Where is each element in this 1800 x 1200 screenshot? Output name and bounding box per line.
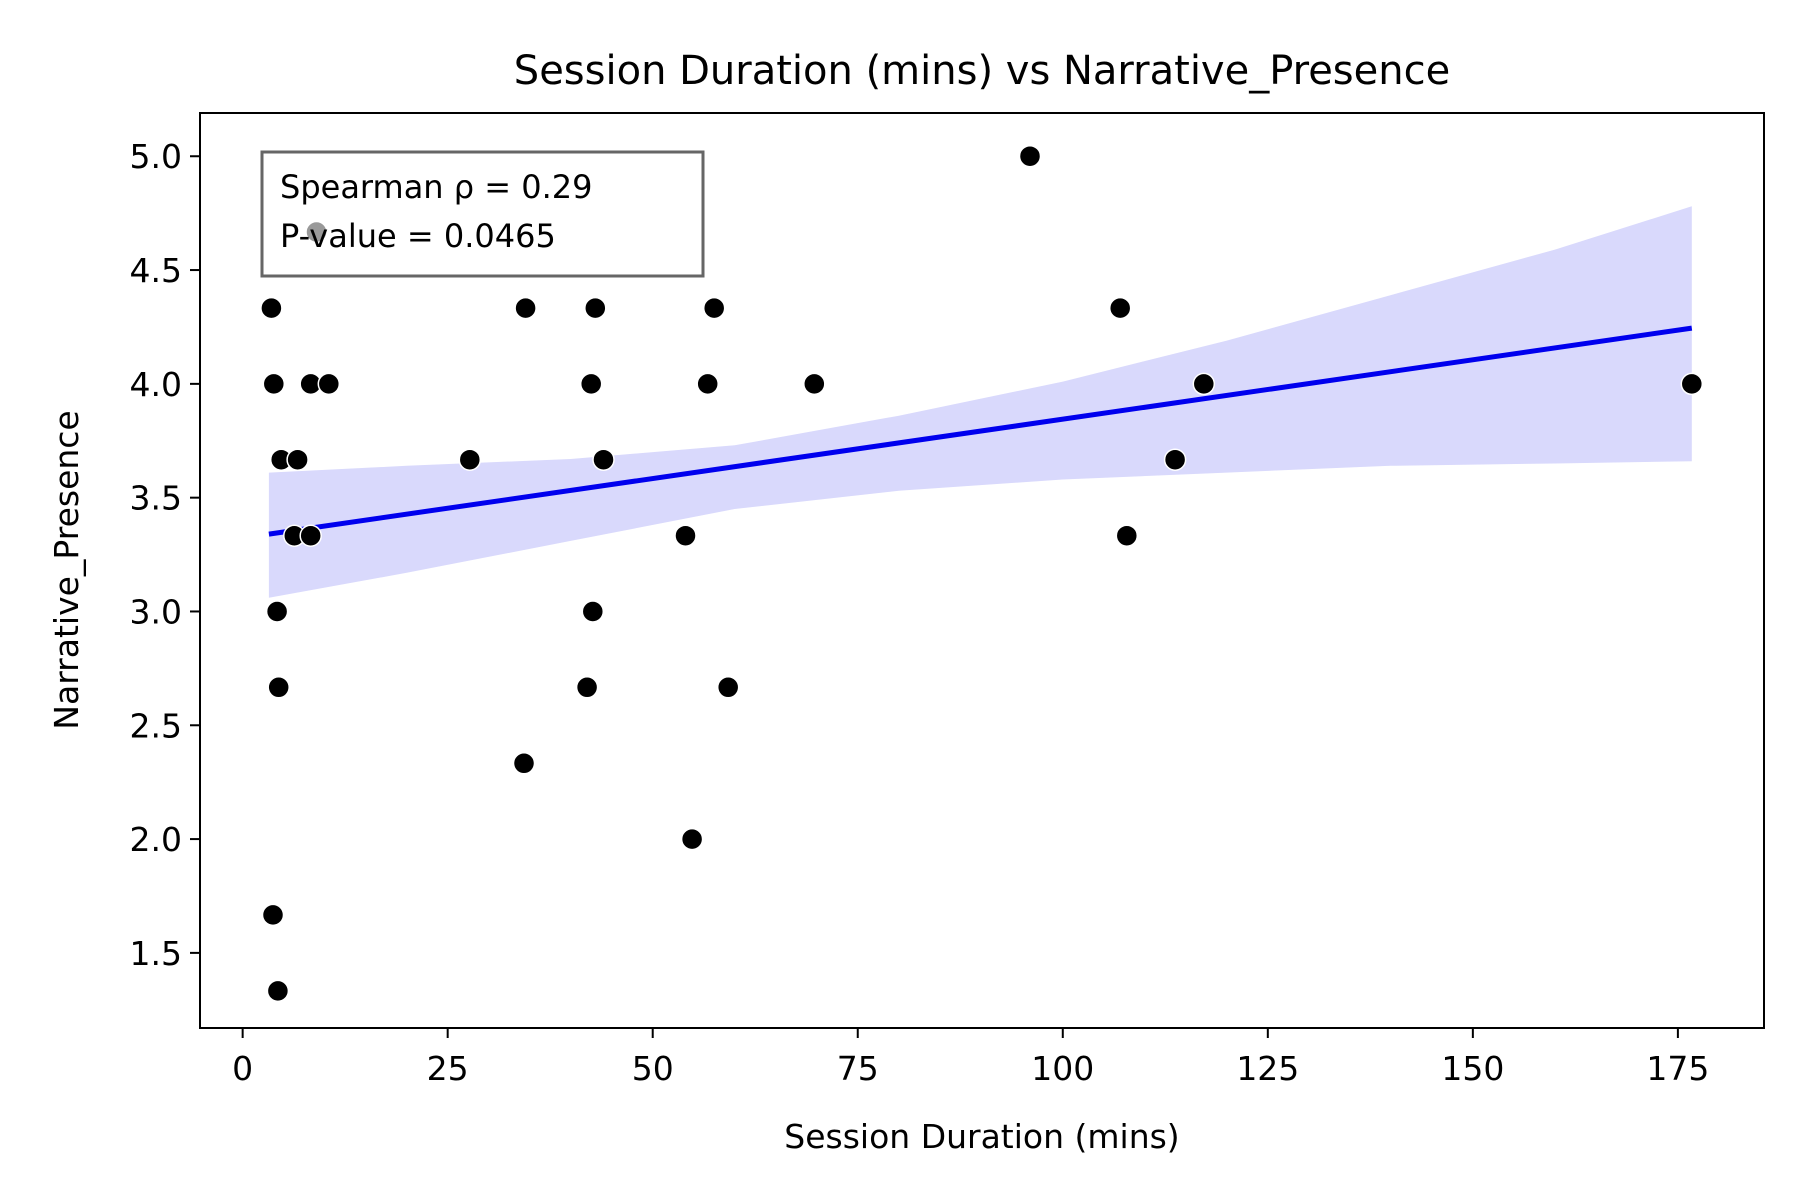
x-axis-ticks: 0 25 50 75 100 125 150 175 xyxy=(232,1028,1709,1088)
y-tick-label: 2.5 xyxy=(130,706,182,745)
regression-line-layer xyxy=(268,325,1693,537)
annotation-pvalue: P-value = 0.0465 xyxy=(280,217,556,255)
y-tick-label: 3.5 xyxy=(130,479,182,518)
data-point xyxy=(716,676,740,699)
data-point xyxy=(803,372,826,396)
data-point xyxy=(299,524,322,547)
annotation-spearman: Spearman ρ = 0.29 xyxy=(280,168,592,206)
data-point xyxy=(514,296,537,320)
data-point xyxy=(267,676,290,699)
confidence-band-layer xyxy=(268,206,1692,598)
data-points-layer xyxy=(260,144,1704,1003)
confidence-band xyxy=(268,206,1692,598)
x-tick-label: 50 xyxy=(632,1049,674,1088)
data-point xyxy=(266,979,290,1003)
y-tick-label: 3.0 xyxy=(130,592,182,631)
data-point xyxy=(260,296,283,320)
data-point xyxy=(1163,448,1187,471)
x-tick-label: 100 xyxy=(1031,1049,1094,1088)
data-point xyxy=(1115,524,1139,547)
data-point xyxy=(261,903,285,927)
chart-title: Session Duration (mins) vs Narrative_Pre… xyxy=(514,48,1450,94)
annotation-border xyxy=(260,150,705,278)
x-tick-label: 175 xyxy=(1646,1049,1709,1088)
x-tick-label: 0 xyxy=(232,1049,253,1088)
data-point xyxy=(1108,296,1132,320)
data-point xyxy=(262,372,286,396)
y-tick-label: 4.5 xyxy=(130,251,182,290)
data-point xyxy=(702,296,726,320)
data-point xyxy=(317,372,341,396)
y-axis-ticks: 1.5 2.0 2.5 3.0 3.5 4.0 4.5 5.0 xyxy=(130,137,200,973)
y-axis-label: Narrative_Presence xyxy=(47,410,86,729)
data-point xyxy=(1018,144,1042,168)
data-point xyxy=(1192,372,1216,396)
data-point xyxy=(680,827,704,851)
plot-area xyxy=(260,144,1704,1003)
x-axis-label: Session Duration (mins) xyxy=(784,1117,1179,1156)
y-tick-label: 1.5 xyxy=(130,934,182,973)
x-tick-label: 150 xyxy=(1441,1049,1504,1088)
regression-line xyxy=(268,325,1693,537)
axes-frame xyxy=(199,112,1765,1029)
data-point xyxy=(592,448,615,471)
data-point xyxy=(674,524,697,547)
statistics-annotation: Spearman ρ = 0.29 P-value = 0.0465 xyxy=(260,150,705,278)
data-point xyxy=(579,372,603,396)
data-point xyxy=(458,448,482,471)
data-point xyxy=(512,752,536,775)
x-tick-label: 75 xyxy=(837,1049,879,1088)
x-tick-label: 125 xyxy=(1236,1049,1299,1088)
data-point xyxy=(584,296,607,320)
data-point xyxy=(575,676,599,699)
y-tick-label: 5.0 xyxy=(130,137,182,176)
data-point xyxy=(286,448,309,471)
data-point xyxy=(1680,372,1704,396)
data-point xyxy=(265,600,289,623)
data-point xyxy=(581,600,605,623)
y-tick-label: 4.0 xyxy=(130,365,182,404)
y-tick-label: 2.0 xyxy=(130,820,182,859)
data-point xyxy=(696,372,719,396)
x-tick-label: 25 xyxy=(427,1049,469,1088)
